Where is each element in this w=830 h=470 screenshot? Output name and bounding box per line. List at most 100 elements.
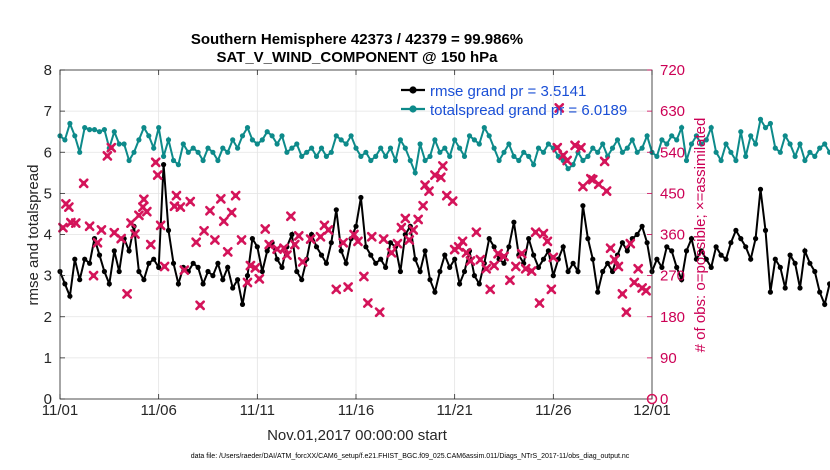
obs-x-center (266, 242, 272, 247)
totalspread-point (659, 137, 665, 143)
obs-assimilated-point (562, 155, 573, 166)
rmse-point (501, 260, 507, 266)
rmse-point (161, 162, 167, 168)
totalspread-point (807, 149, 813, 155)
obs-assimilated-point (84, 221, 95, 232)
totalspread-point (210, 149, 216, 155)
obs-assimilated-point (315, 231, 326, 242)
totalspread-point (738, 129, 744, 135)
totalspread-point (77, 149, 83, 155)
obs-x-center (256, 276, 262, 282)
rmse-point (452, 256, 458, 262)
totalspread-point (437, 149, 443, 155)
rmse-point (101, 268, 107, 275)
totalspread-point (220, 145, 226, 151)
obs-assimilated-point (63, 202, 74, 212)
obs-x-center (207, 208, 213, 214)
rmse-point (624, 248, 630, 254)
obs-x-center (308, 236, 314, 242)
x-tick-label: 12/01 (633, 402, 671, 419)
rmse-point (412, 256, 418, 262)
y2-tick-label: 90 (660, 350, 677, 367)
obs-assimilated-point (58, 222, 68, 233)
obs-assimilated-point (145, 239, 156, 250)
obs-x-center (193, 239, 199, 245)
obs-assimilated-point (222, 246, 233, 257)
totalspread-point (600, 141, 606, 147)
totalspread-point (827, 149, 830, 155)
obs-assimilated-point (96, 225, 107, 235)
rmse-point (506, 244, 512, 250)
rmse-point (471, 273, 477, 279)
rmse-point (772, 256, 778, 262)
obs-assimilated-point (155, 220, 166, 231)
obs-x-center (318, 234, 323, 240)
obs-assimilated-point (116, 233, 127, 244)
obs-x-center (533, 229, 538, 235)
legend-spread-label: totalspread grand pr = 6.0189 (430, 102, 627, 119)
obs-x-center (136, 212, 142, 218)
totalspread-point (274, 141, 280, 147)
obs-x-center (369, 234, 375, 240)
rmse-point (289, 231, 295, 238)
obs-x-center (620, 291, 625, 297)
rmse-point (797, 285, 803, 291)
rmse-point (87, 260, 93, 266)
obs-x-center (132, 231, 138, 237)
y2-axis-label: # of obs: o=possible; ×=assimilated (692, 118, 709, 353)
rmse-point (62, 281, 68, 287)
rmse-point (659, 264, 665, 270)
totalspread-point (708, 125, 714, 131)
obs-x-center (345, 284, 351, 290)
obs-assimilated-point (279, 243, 289, 254)
totalspread-point (235, 145, 241, 151)
obs-assimilated-point (578, 181, 588, 192)
totalspread-point (797, 141, 803, 147)
totalspread-point (387, 145, 394, 151)
rmse-point (151, 256, 157, 262)
obs-x-center (410, 227, 416, 233)
obs-x-center (239, 237, 244, 243)
rmse-point (170, 260, 177, 266)
totalspread-point (565, 166, 571, 172)
y2-zero-possible-marker (646, 393, 658, 405)
obs-assimilated-point (141, 206, 152, 217)
rmse-point (343, 260, 349, 266)
rmse-point (358, 194, 364, 201)
obs-assimilated-point (126, 218, 136, 228)
totalspread-point (644, 133, 650, 139)
obs-assimilated-point (106, 142, 117, 153)
rmse-point (698, 248, 704, 254)
obs-assimilated-point (625, 238, 636, 249)
obs-x-center (513, 264, 519, 269)
obs-x-center (144, 209, 150, 215)
totalspread-point (609, 145, 616, 151)
obs-x-center (627, 241, 633, 247)
rmse-point (693, 256, 700, 262)
obs-assimilated-point (289, 239, 300, 250)
rmse-point (708, 264, 714, 270)
obs-assimilated-point (362, 298, 373, 308)
totalspread-point (521, 149, 527, 155)
obs-layer (58, 103, 651, 318)
totalspread-point (822, 141, 828, 147)
obs-assimilated-point (282, 250, 292, 260)
obs-assimilated-point (629, 277, 640, 288)
obs-assimilated-point (218, 216, 229, 227)
totalspread-point (417, 141, 423, 147)
rmse-point (447, 264, 453, 270)
obs-x-center (643, 288, 649, 294)
x-tick-label: 11/11 (240, 402, 275, 419)
obs-assimilated-point (305, 234, 316, 244)
obs-x-center (487, 286, 493, 292)
totalspread-point (476, 141, 482, 147)
obs-assimilated-point (489, 260, 500, 271)
totalspread-point (254, 141, 260, 147)
obs-assimilated-point (185, 196, 196, 207)
rmse-point (787, 252, 793, 258)
totalspread-point (91, 127, 98, 133)
obs-x-center (197, 302, 203, 308)
chart-title: Southern Hemisphere 42373 / 42379 = 99.9… (191, 31, 523, 48)
rmse-point (777, 264, 783, 270)
totalspread-point (190, 145, 196, 151)
